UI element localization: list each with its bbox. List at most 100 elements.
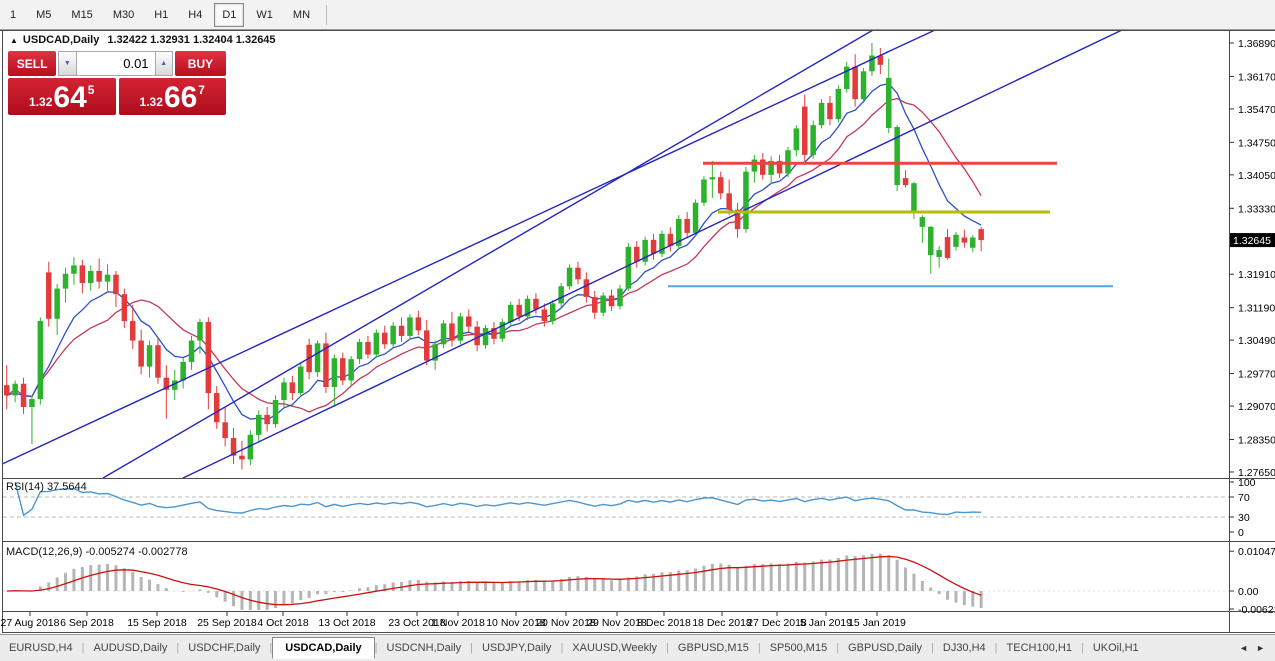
symbol-period-label: USDCAD,Daily bbox=[22, 34, 100, 46]
time-axis: 27 Aug 2018 6 Sep 2018 15 Sep 2018 25 Sep 2… bbox=[1, 612, 906, 629]
rsi-panel bbox=[3, 481, 1229, 518]
candle-bull bbox=[818, 102, 825, 126]
candle-bear bbox=[289, 382, 296, 394]
chart-tab-gbpusd-m15[interactable]: GBPUSD,M15 bbox=[677, 642, 749, 654]
candle-bull bbox=[600, 295, 606, 313]
candle-bear bbox=[138, 340, 144, 367]
macd-signal-line bbox=[6, 555, 982, 606]
candle-bull bbox=[844, 66, 850, 89]
candle-bear bbox=[424, 330, 430, 361]
candle-bull bbox=[617, 288, 623, 307]
candle-bear bbox=[323, 343, 329, 388]
chart-tab-ukoil-h1[interactable]: UKOil,H1 bbox=[1092, 642, 1139, 654]
chart-tab-tech100-h1[interactable]: TECH100,H1 bbox=[1006, 642, 1072, 654]
price-axis-label: 1.28350 bbox=[1238, 434, 1275, 446]
candle-bull bbox=[188, 340, 195, 362]
candle-bear bbox=[230, 438, 237, 456]
volume-up-button[interactable]: ▲ bbox=[154, 51, 173, 76]
date-axis-label: 27 Dec 2018 bbox=[747, 617, 807, 629]
candle-bear bbox=[541, 309, 548, 322]
candle-bear bbox=[734, 209, 741, 230]
price-axis: 1.36890 1.36170 1.35470 1.34750 1.34050 1.333… bbox=[1229, 38, 1275, 616]
timeframe-button-mn[interactable]: MN bbox=[292, 8, 311, 21]
timeframe-button-d1[interactable]: D1 bbox=[214, 2, 245, 27]
candle-bull bbox=[104, 274, 111, 282]
chart-tab-dj30-h4[interactable]: DJ30,H4 bbox=[942, 642, 986, 654]
candle-bull bbox=[919, 217, 926, 227]
candle-bull bbox=[550, 303, 556, 322]
date-axis-label: 15 Jan 2019 bbox=[848, 617, 906, 629]
candle-bull bbox=[298, 366, 304, 394]
tab-separator: | bbox=[931, 642, 934, 654]
candle-bear bbox=[163, 377, 170, 390]
volume-input[interactable] bbox=[76, 51, 155, 76]
collapse-arrow-icon[interactable]: ▲ bbox=[10, 36, 18, 45]
candle-bear bbox=[533, 298, 539, 310]
timeframe-button-m30[interactable]: M30 bbox=[112, 8, 135, 21]
timeframe-button-m15[interactable]: M15 bbox=[71, 8, 93, 21]
date-axis-label: 23 Oct 2018 bbox=[388, 617, 445, 629]
chart-tab-usdcnh-daily[interactable]: USDCNH,Daily bbox=[386, 642, 462, 654]
candle-bear bbox=[726, 193, 732, 210]
candle-bear bbox=[222, 422, 228, 439]
candle-bull bbox=[953, 234, 959, 247]
candle-bear bbox=[155, 345, 161, 378]
candle-bull bbox=[432, 344, 438, 361]
chart-tab-usdcad-daily[interactable]: USDCAD,Daily bbox=[272, 636, 375, 659]
price-axis-label: 1.35470 bbox=[1238, 104, 1275, 116]
chart-tab-sp500-m15[interactable]: SP500,M15 bbox=[769, 642, 828, 654]
candle-bull bbox=[281, 382, 287, 401]
buy-button[interactable]: BUY bbox=[174, 51, 226, 76]
tab-separator: | bbox=[666, 642, 669, 654]
chart-tab-gbpusd-daily[interactable]: GBPUSD,Daily bbox=[848, 642, 923, 654]
chart-tab-xauusd-weekly[interactable]: XAUUSD,Weekly bbox=[572, 642, 658, 654]
sell-price-box[interactable]: 1.32 64 5 bbox=[8, 78, 116, 115]
candle-bull bbox=[407, 317, 413, 336]
date-axis-label: 1 Nov 2018 bbox=[431, 617, 485, 629]
candle-bear bbox=[575, 267, 581, 280]
candle-bull bbox=[390, 325, 396, 345]
candle-bull bbox=[793, 128, 800, 151]
candle-bull bbox=[701, 179, 707, 203]
timeframe-button-h4[interactable]: H4 bbox=[188, 8, 203, 21]
price-axis-label: 1.36890 bbox=[1238, 38, 1275, 50]
candle-bull bbox=[37, 321, 44, 400]
candle-bull bbox=[88, 270, 94, 284]
rsi-axis-label: 0 bbox=[1238, 527, 1244, 539]
price-axis-label: 1.34750 bbox=[1238, 137, 1275, 149]
candle-bear bbox=[46, 272, 52, 319]
tab-scroll-right-icon[interactable]: ► bbox=[1256, 643, 1265, 653]
candle-bear bbox=[96, 270, 102, 282]
candle-bull bbox=[356, 341, 363, 360]
chart-tab-eurusd-h4[interactable]: EURUSD,H4 bbox=[9, 642, 73, 654]
timeframe-button-w1[interactable]: W1 bbox=[256, 8, 273, 21]
sell-price-prefix: 1.32 bbox=[29, 95, 53, 109]
candle-bear bbox=[121, 294, 128, 322]
buy-price-box[interactable]: 1.32 66 7 bbox=[118, 78, 226, 115]
candle-bull bbox=[886, 77, 892, 128]
candle-bear bbox=[961, 237, 968, 243]
date-axis-label: 6 Sep 2018 bbox=[60, 617, 114, 629]
ohlc-quote-label: 1.32422 1.32931 1.32404 1.32645 bbox=[107, 34, 276, 46]
chart-tab-audusd-daily[interactable]: AUDUSD,Daily bbox=[93, 642, 168, 654]
candle-bear bbox=[760, 159, 766, 175]
chart-tab-usdchf-daily[interactable]: USDCHF,Daily bbox=[188, 642, 261, 654]
sell-price-big: 64 bbox=[53, 81, 87, 114]
volume-dropdown-button[interactable]: ▼ bbox=[58, 51, 77, 76]
timeframe-button-1[interactable]: 1 bbox=[10, 8, 17, 21]
candle-bear bbox=[802, 106, 808, 155]
chart-tab-usdjpy-daily[interactable]: USDJPY,Daily bbox=[481, 642, 552, 654]
tab-scroll-left-icon[interactable]: ◄ bbox=[1239, 643, 1249, 653]
timeframe-button-h1[interactable]: H1 bbox=[154, 8, 169, 21]
candle-bear bbox=[667, 233, 674, 246]
tab-separator: | bbox=[994, 642, 998, 654]
candle-bear bbox=[466, 316, 472, 327]
candle-bear bbox=[205, 322, 212, 394]
candle-bear bbox=[382, 332, 388, 345]
candle-bear bbox=[516, 304, 522, 317]
candle-bull bbox=[835, 88, 842, 120]
timeframe-button-m5[interactable]: M5 bbox=[36, 8, 52, 21]
buy-price-big: 66 bbox=[163, 81, 198, 114]
sell-button[interactable]: SELL bbox=[8, 51, 57, 76]
